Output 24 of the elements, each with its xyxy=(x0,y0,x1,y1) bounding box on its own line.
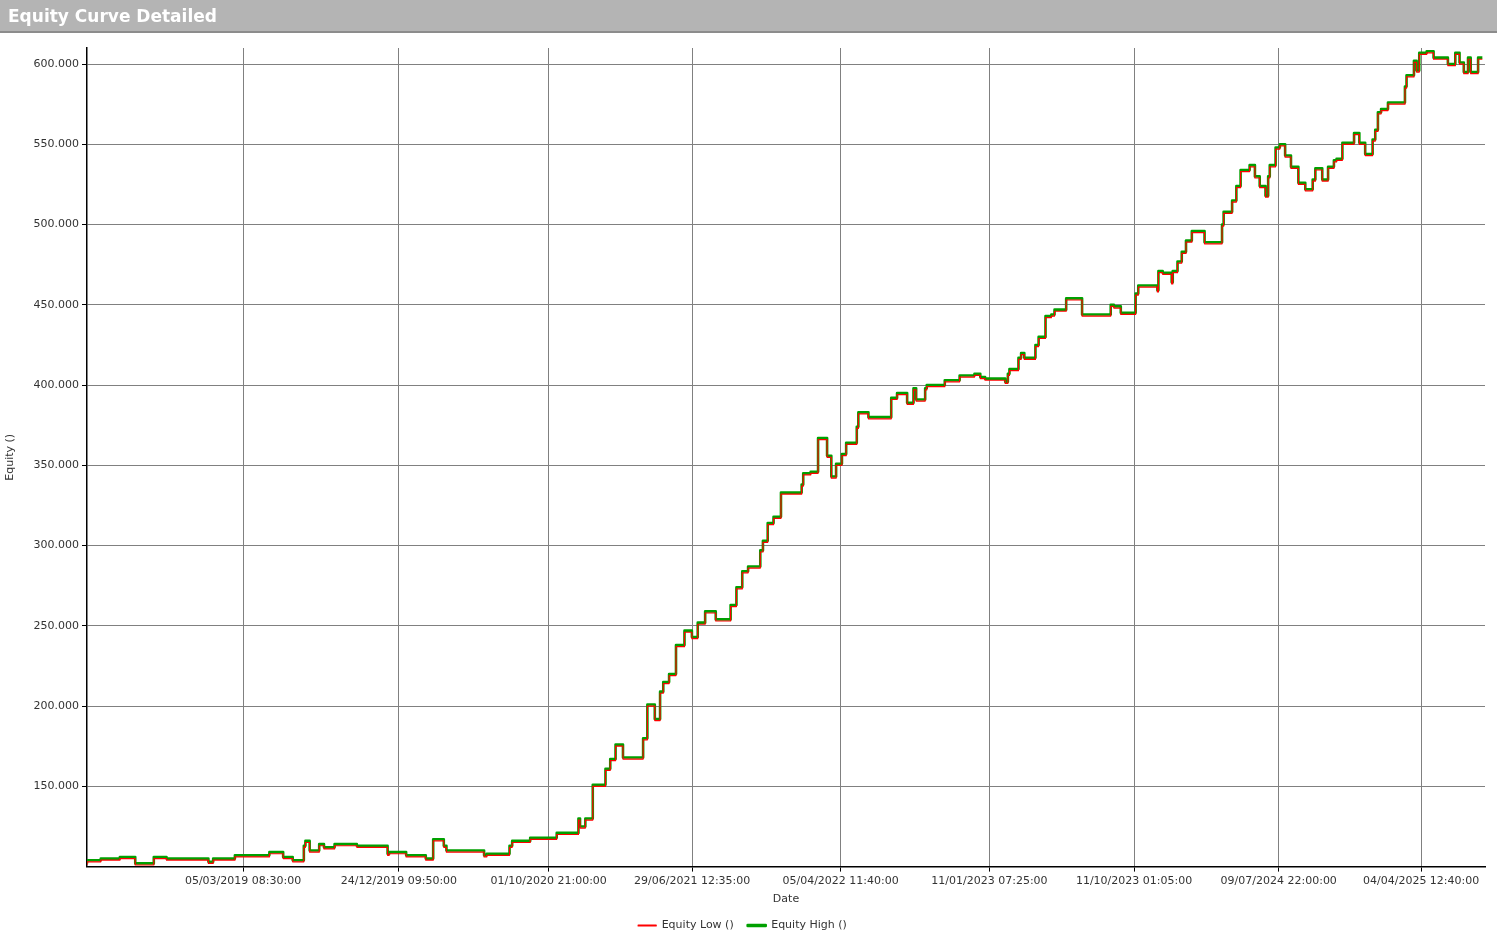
y-tick-label: 550.000 xyxy=(33,137,79,151)
x-tick-label: 05/04/2022 11:40:00 xyxy=(782,874,899,888)
x-tick-label: 11/01/2023 07:25:00 xyxy=(931,874,1048,888)
y-tick-label: 400.000 xyxy=(33,377,79,391)
x-axis-title: Date xyxy=(772,892,800,906)
chart-title: Equity Curve Detailed xyxy=(0,0,1497,33)
y-tick-label: 450.000 xyxy=(33,297,79,311)
legend-label: Equity High () xyxy=(771,918,847,932)
y-tick-label: 600.000 xyxy=(33,56,79,70)
x-tick-label: 11/10/2023 01:05:00 xyxy=(1075,874,1193,888)
y-tick-label: 200.000 xyxy=(33,698,79,712)
x-tick-label: 24/12/2019 09:50:00 xyxy=(340,874,458,888)
legend-label: Equity Low () xyxy=(661,918,734,932)
y-tick-label: 300.000 xyxy=(33,538,79,552)
y-tick-label: 150.000 xyxy=(33,779,79,793)
y-tick-label: 350.000 xyxy=(33,458,79,472)
x-tick-label: 01/10/2020 21:00:00 xyxy=(490,874,607,888)
y-tick-label: 250.000 xyxy=(33,618,79,632)
x-tick-label: 05/03/2019 08:30:00 xyxy=(184,874,302,888)
y-axis-title: Equity () xyxy=(3,433,17,481)
x-tick-label: 29/06/2021 12:35:00 xyxy=(634,874,751,888)
y-tick-label: 500.000 xyxy=(33,217,79,231)
x-tick-label: 04/04/2025 12:40:00 xyxy=(1362,874,1480,888)
x-tick-label: 09/07/2024 22:00:00 xyxy=(1220,874,1337,888)
